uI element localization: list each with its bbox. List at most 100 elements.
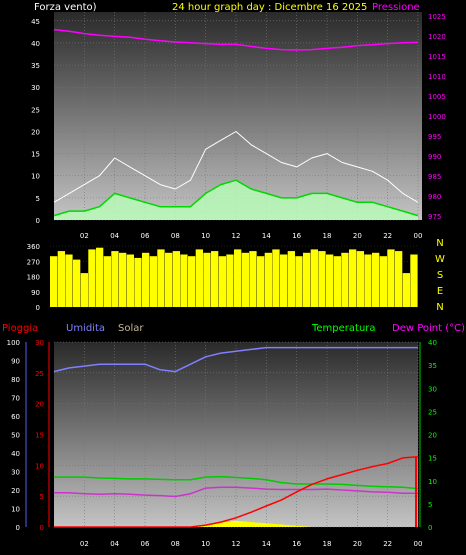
wind-x-tick-label: 20 [353,232,362,240]
humidity-tick-label: 50 [11,432,20,440]
wind-tick-label: 35 [31,62,40,70]
direction-tick-label: 90 [31,289,40,297]
wind-tick-label: 20 [31,128,40,136]
direction-bar [134,257,142,307]
rain-y-axis: 0 5 10 15 20 25 30 [35,339,50,532]
wind-average-area [54,180,418,220]
direction-bar [333,256,341,307]
humidity-tick-label: 0 [16,524,20,532]
direction-bar [73,259,81,307]
humidity-tick-label: 40 [11,450,20,458]
pressure-tick-label: 995 [428,133,441,141]
temperature-tick-label: 20 [428,432,437,440]
weather-x-tick-label: 02 [80,540,89,548]
wind-x-tick-label: 08 [171,232,180,240]
direction-bar [257,256,265,307]
wind-average-series [53,179,419,220]
temperature-tick-label: 5 [428,501,432,509]
compass-label: W [435,254,445,265]
weather-x-tick-label: 10 [201,540,210,548]
humidity-line [53,346,418,373]
solar-area [54,520,418,527]
compass-label: N [436,302,443,313]
humidity-axis-label: Umidita [66,323,105,334]
pressure-tick-label: 980 [428,193,441,201]
humidity-series [53,346,418,373]
direction-bar [303,252,311,307]
rain-tick-label: 10 [35,462,44,470]
temperature-tick-label: 35 [428,362,437,370]
temperature-tick-label: 25 [428,408,437,416]
humidity-tick-label: 60 [11,413,20,421]
pressure-tick-label: 985 [428,173,441,181]
rain-tick-label: 5 [40,493,44,501]
solar-series [54,520,418,527]
wind-x-tick-label: 12 [232,232,241,240]
temperature-series [54,475,419,490]
direction-bar [226,254,234,307]
direction-bar [80,273,88,307]
direction-bar [264,252,272,307]
direction-bar [410,254,418,307]
direction-series [50,247,418,307]
weather-x-tick-label: 04 [110,540,119,548]
weather-x-tick-label: 18 [323,540,332,548]
pressure-series [53,28,419,51]
compass-label: N [436,238,443,249]
compass-label: E [437,286,443,297]
weather-x-tick-label: 20 [353,540,362,548]
weather-x-tick-label: 22 [383,540,392,548]
wind-y-axis: 0 5 10 15 20 25 30 35 40 45 [31,18,40,225]
wind-x-tick-label: 16 [292,232,301,240]
pressure-line [53,28,419,51]
direction-bar [50,256,58,307]
direction-bar [157,249,165,307]
pressure-tick-label: 1020 [428,33,446,41]
humidity-tick-label: 80 [11,376,20,384]
dewpoint-series [54,486,418,498]
chart-title: 24 hour graph day : Dicembre 16 2025 [172,2,367,13]
pressure-tick-label: 1010 [428,73,446,81]
pressure-tick-label: 975 [428,213,441,221]
rain-tick-label: 25 [35,370,44,378]
pressure-axis-label: Pressione [372,2,420,13]
direction-bar [326,254,334,307]
direction-bar [119,252,127,307]
direction-bar [180,254,188,307]
direction-bar [188,256,196,307]
direction-tick-label: 270 [27,258,40,266]
direction-bar [165,252,173,307]
wind-x-tick-label: 10 [201,232,210,240]
temperature-tick-label: 10 [428,478,437,486]
wind-x-axis: 02 04 06 08 10 12 14 16 18 20 22 00 [80,232,423,240]
direction-bar [111,251,119,307]
wind-gust-line [53,131,419,203]
pressure-tick-label: 1015 [428,53,446,61]
wind-x-tick-label: 22 [383,232,392,240]
weather-x-tick-label: 08 [171,540,180,548]
direction-tick-label: 0 [36,304,40,312]
pressure-y-axis: 975 980 985 990 995 1000 1005 1010 1015 1020 1025 [428,13,446,221]
direction-bar [341,252,349,307]
weather-x-tick-label: 12 [232,540,241,548]
dewpoint-line [54,486,418,498]
temperature-tick-label: 15 [428,455,437,463]
rain-tick-label: 30 [35,339,44,347]
direction-bar [395,251,403,307]
wind-gust-series [53,131,419,203]
direction-bar [249,251,257,307]
solar-axis-label: Solar [118,323,144,334]
direction-bar [402,273,410,307]
rain-tick-label: 20 [35,401,44,409]
temperature-tick-label: 0 [428,524,432,532]
direction-tick-label: 180 [27,274,40,282]
rain-tick-label: 15 [35,432,44,440]
direction-bar [356,251,364,307]
compass-label: S [437,270,443,281]
wind-x-tick-label: 06 [141,232,150,240]
temperature-axis-label: Temperatura [311,323,376,334]
direction-bar [272,249,280,307]
pressure-tick-label: 1000 [428,113,446,121]
